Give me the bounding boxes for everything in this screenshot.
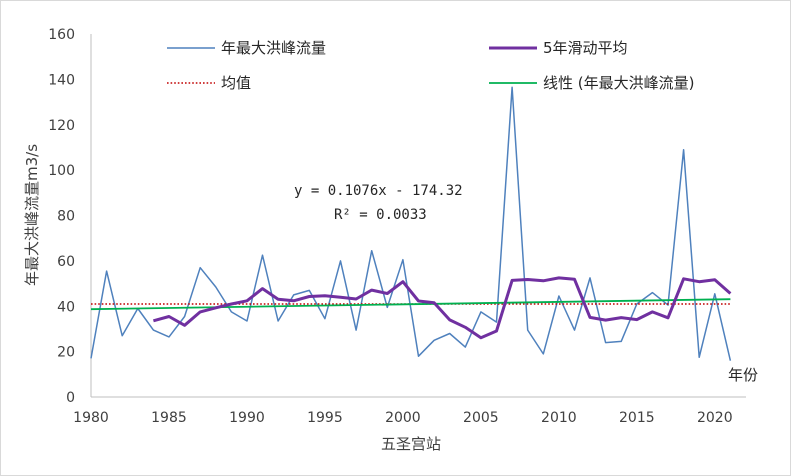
y-tick-label: 120 — [48, 118, 75, 134]
y-tick-label: 100 — [48, 163, 75, 179]
y-tick-label: 140 — [48, 72, 75, 88]
moving-average-line — [153, 276, 732, 340]
y-tick-label: 40 — [57, 299, 75, 315]
trendline — [90, 298, 731, 311]
x-tick-label: 2005 — [463, 410, 499, 426]
legend-label: 年最大洪峰流量 — [221, 39, 326, 57]
x-tick-label: 1980 — [73, 410, 109, 426]
year-annotation: 年份 — [728, 366, 758, 384]
y-tick-label: 0 — [66, 390, 75, 406]
x-tick-label: 1985 — [151, 410, 187, 426]
y-tick-label: 20 — [57, 345, 75, 361]
legend-label: 线性 (年最大洪峰流量) — [543, 74, 694, 92]
legend-label: 5年滑动平均 — [543, 39, 628, 57]
x-tick-label: 2010 — [541, 410, 577, 426]
y-tick-label: 80 — [57, 209, 75, 225]
x-axis-title: 五圣宫站 — [381, 435, 441, 453]
series-layer — [90, 86, 732, 361]
x-tick-label: 1995 — [307, 410, 343, 426]
x-tick-label: 2000 — [385, 410, 421, 426]
annual-peak-flow-line — [90, 86, 732, 361]
legend-label: 均值 — [221, 74, 251, 92]
x-tick-label: 1990 — [229, 410, 265, 426]
x-tick-labels: 1980 1985 1990 1995 2000 2005 2010 2015 2020 — [73, 410, 732, 426]
y-axis-title: 年最大洪峰流量m3/s — [23, 144, 41, 286]
x-tick-label: 2015 — [619, 410, 655, 426]
trendline-equation: y = 0.1076x - 174.32 — [294, 183, 463, 199]
x-tick-label: 2020 — [697, 410, 733, 426]
y-tick-label: 60 — [57, 254, 75, 270]
r-squared-label: R² = 0.0033 — [334, 207, 427, 223]
y-tick-labels: 0 20 40 60 80 100 120 140 160 — [48, 27, 75, 406]
y-tick-label: 160 — [48, 27, 75, 43]
axes — [90, 34, 746, 398]
